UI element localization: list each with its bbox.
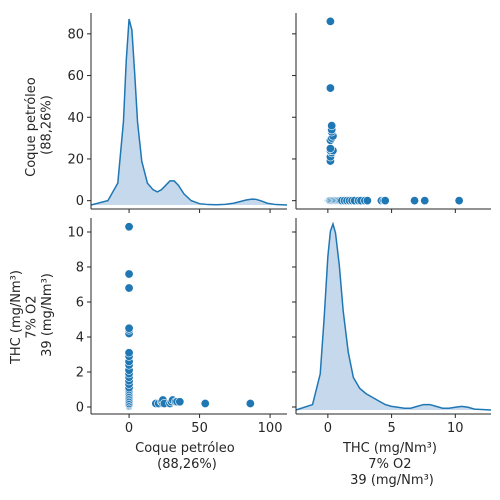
x-axis-label-coque-line-2: (88,26%) bbox=[157, 457, 217, 472]
panel-10-point-27 bbox=[124, 222, 134, 232]
panel-10-ytick-label-0: 0 bbox=[76, 401, 84, 416]
panel-00-ytick-label-3: 60 bbox=[67, 69, 84, 84]
x-axis-label-thc-line-2: 7% O2 bbox=[368, 457, 411, 472]
panel-10-ytick-label-3: 6 bbox=[76, 296, 84, 311]
panel-10-point-21 bbox=[124, 348, 134, 358]
y-axis-label-thc: THC (mg/Nm³) 7% O2 39 (mg/Nm³) bbox=[9, 266, 55, 365]
panel-10-point-39 bbox=[175, 397, 185, 407]
panel-10-ytick-label-5: 10 bbox=[67, 226, 84, 241]
panel-10-ytick-label-1: 2 bbox=[76, 366, 84, 381]
panel-00-ytick-label-2: 40 bbox=[67, 111, 84, 126]
coque-diag-kde-fill bbox=[91, 19, 287, 205]
panel-01-point-25 bbox=[410, 196, 420, 206]
panel-01-point-39 bbox=[327, 121, 337, 131]
panel-10-point-26 bbox=[124, 269, 134, 279]
panel-01-point-26 bbox=[420, 196, 430, 206]
x-axis-label-coque-line-1: Coque petróleo bbox=[135, 441, 235, 456]
panel-00-ytick-label-0: 0 bbox=[76, 194, 84, 209]
panel-10-point-24 bbox=[124, 323, 134, 333]
thc-diag-kde-line bbox=[295, 221, 492, 411]
panel-thc-vs-coque: 0 50 100 0 2 4 6 8 10 bbox=[67, 218, 287, 436]
panel-11-xtick-label-0: 0 bbox=[324, 421, 332, 436]
x-axis-label-coque: Coque petróleo (88,26%) bbox=[135, 441, 239, 472]
y-axis-label-coque-line-2: (88,26%) bbox=[39, 95, 54, 155]
panel-10-ytick-label-2: 4 bbox=[76, 331, 84, 346]
panel-01-point-33 bbox=[325, 144, 335, 154]
panel-coque-vs-thc bbox=[292, 13, 491, 213]
y-axis-label-thc-line-1: THC (mg/Nm³) bbox=[9, 270, 24, 365]
panel-10-point-40 bbox=[200, 398, 210, 408]
panel-00-ytick-label-4: 80 bbox=[67, 27, 84, 42]
panel-01-point-21 bbox=[362, 196, 372, 206]
panel-10-ytick-label-4: 8 bbox=[76, 261, 84, 276]
panel-10-xtick-label-0: 0 bbox=[125, 421, 133, 436]
panel-00-ytick-label-1: 20 bbox=[67, 152, 84, 167]
panel-thc-diagonal: 0 5 10 bbox=[292, 218, 492, 436]
x-axis-label-thc-line-1: THC (mg/Nm³) bbox=[342, 441, 437, 456]
panel-10-point-41 bbox=[245, 398, 255, 408]
panel-01-point-40 bbox=[325, 83, 335, 93]
y-axis-label-thc-line-3: 39 (mg/Nm³) bbox=[40, 273, 55, 357]
y-axis-label-coque: Coque petróleo (88,26%) bbox=[24, 73, 55, 177]
panel-10-point-25 bbox=[124, 283, 134, 293]
panel-01-point-24 bbox=[380, 196, 390, 206]
y-axis-label-coque-line-1: Coque petróleo bbox=[24, 77, 39, 177]
panel-11-xtick-label-2: 10 bbox=[447, 421, 464, 436]
thc-diag-kde-fill bbox=[296, 224, 491, 410]
y-axis-label-thc-line-2: 7% O2 bbox=[25, 295, 40, 338]
x-axis-label-thc-line-3: 39 (mg/Nm³) bbox=[350, 473, 434, 488]
panel-01-point-27 bbox=[454, 196, 464, 206]
panel-10-xtick-label-1: 50 bbox=[191, 421, 208, 436]
coque-diag-kde-line bbox=[90, 18, 288, 206]
x-axis-label-thc: THC (mg/Nm³) 7% O2 39 (mg/Nm³) bbox=[342, 441, 441, 488]
panel-10-xtick-label-2: 100 bbox=[258, 421, 283, 436]
panel-11-xtick-label-1: 5 bbox=[387, 421, 395, 436]
panel-coque-diagonal: 0 20 40 60 80 bbox=[67, 13, 288, 213]
panel-01-point-41 bbox=[325, 16, 335, 26]
